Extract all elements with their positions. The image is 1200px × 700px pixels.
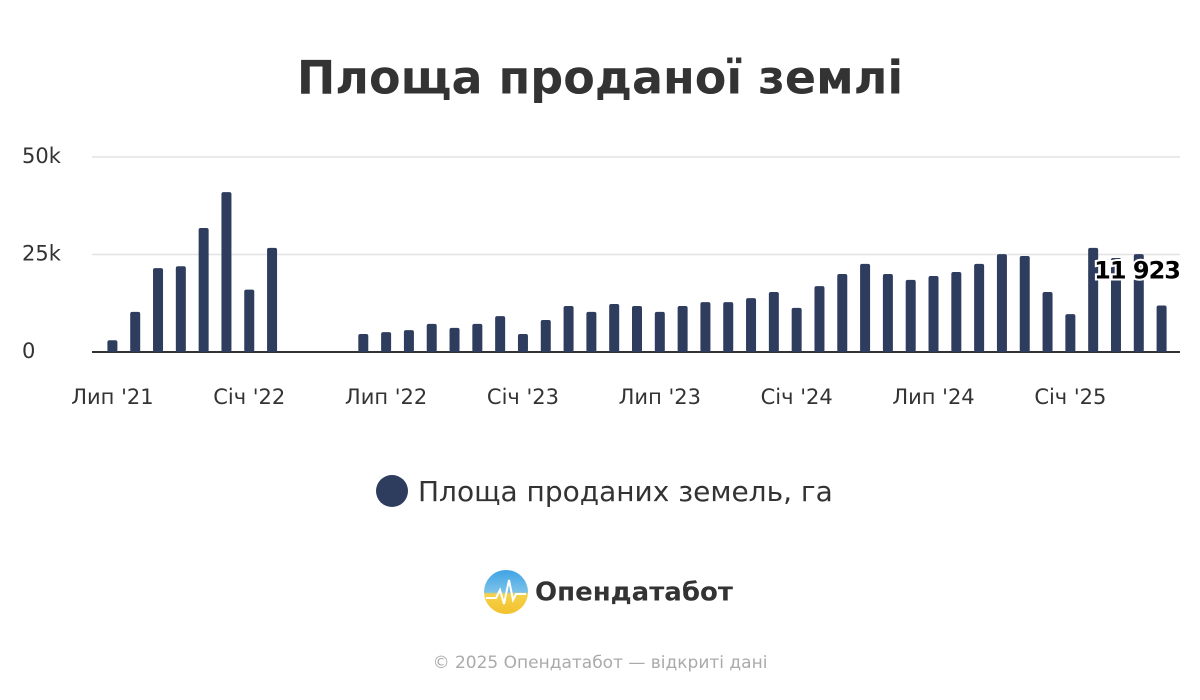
- bar: [1088, 247, 1099, 352]
- bar: [768, 291, 779, 352]
- y-tick-label: 25k: [22, 242, 62, 266]
- bar: [130, 311, 141, 352]
- x-tick-label: Лип '22: [345, 385, 427, 409]
- y-tick-label: 50k: [22, 144, 62, 168]
- bar: [791, 307, 802, 352]
- brand-name: Опендатабот: [535, 578, 733, 608]
- bar: [928, 275, 939, 352]
- bar: [1019, 256, 1030, 352]
- bar: [267, 247, 278, 352]
- legend-label: Площа проданих земель, га: [418, 475, 833, 508]
- bar: [1110, 258, 1121, 352]
- bar: [700, 302, 711, 352]
- bar: [221, 192, 232, 352]
- bar: [723, 302, 734, 352]
- bar: [495, 316, 506, 352]
- bar: [814, 286, 825, 352]
- bar: [381, 332, 392, 352]
- bar: [153, 268, 164, 352]
- footer: © 2025 Опендатабот — відкриті дані: [433, 653, 768, 673]
- bar: [632, 305, 642, 352]
- bar: [654, 311, 665, 352]
- bar: [1065, 314, 1076, 352]
- bar: [951, 272, 962, 352]
- bar: [905, 279, 916, 352]
- bar: [540, 320, 551, 352]
- bar: [586, 311, 597, 352]
- x-tick-label: Лип '24: [892, 385, 974, 409]
- bar: [563, 305, 574, 352]
- x-tick-label: Січ '25: [1034, 385, 1106, 409]
- bar: [837, 274, 848, 352]
- x-tick-label: Січ '23: [487, 385, 559, 409]
- legend-marker: [376, 475, 408, 507]
- x-tick-label: Січ '24: [761, 385, 833, 409]
- bar: [198, 227, 209, 352]
- bar: [107, 340, 118, 352]
- bar: [974, 263, 985, 352]
- bar: [472, 323, 483, 352]
- bar: [426, 323, 437, 352]
- bar: [1133, 254, 1144, 352]
- y-tick-label: 0: [22, 339, 35, 363]
- logo-wave: [486, 579, 526, 605]
- bar: [1156, 305, 1167, 352]
- bar: [358, 334, 369, 352]
- bar: [244, 289, 255, 352]
- x-tick-label: Січ '22: [213, 385, 285, 409]
- bar: [403, 330, 414, 352]
- bar: [996, 254, 1007, 352]
- bar: [517, 334, 528, 352]
- chart-title: Площа проданої землі: [297, 51, 903, 105]
- bar: [677, 305, 688, 352]
- bar: [1042, 291, 1053, 352]
- bar: [746, 298, 757, 352]
- bar: [449, 327, 460, 352]
- bar: [882, 274, 893, 352]
- data-label: 11 923: [1094, 257, 1180, 285]
- x-tick-label: Лип '21: [71, 385, 153, 409]
- bar: [609, 304, 620, 352]
- logo: Опендатабот: [484, 570, 733, 614]
- bar: [860, 263, 871, 352]
- x-tick-label: Лип '23: [619, 385, 701, 409]
- bar: [175, 266, 186, 352]
